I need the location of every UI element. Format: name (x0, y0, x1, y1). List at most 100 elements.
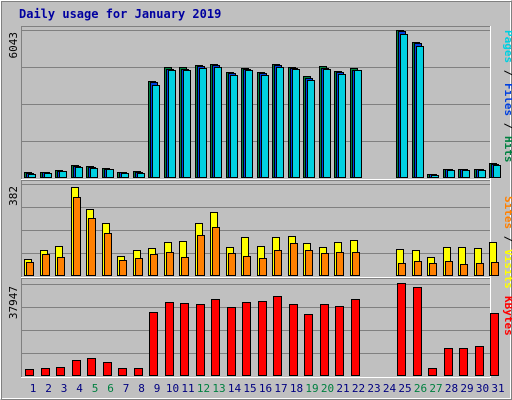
mid-bar-sites-day-2 (42, 254, 50, 276)
mid-bar-sites-day-1 (26, 262, 34, 276)
top-bar-pages-day-4 (75, 167, 83, 178)
bottom-bar-kbytes-day-19 (304, 314, 313, 376)
bottom-bar-kbytes-day-1 (25, 369, 34, 376)
bottom-legend-item-0: KBytes (502, 296, 512, 336)
x-tick-label-4: 4 (76, 382, 83, 395)
mid-bar-sites-day-18 (290, 243, 298, 276)
bottom-bar-kbytes-day-9 (149, 312, 158, 376)
x-tick-label-16: 16 (259, 382, 272, 395)
top-bar-pages-day-10 (168, 70, 176, 178)
bottom-bar-kbytes-day-2 (41, 368, 50, 376)
x-tick-label-29: 29 (460, 382, 473, 395)
top-bar-pages-day-1 (28, 174, 36, 178)
top-bar-pages-day-3 (59, 171, 67, 178)
bottom-plot-area (21, 278, 491, 378)
bottom-bar-kbytes-day-11 (180, 303, 189, 376)
mid-bar-sites-day-27 (429, 263, 437, 276)
bottom-bar-kbytes-day-6 (103, 362, 112, 376)
bottom-bar-kbytes-day-3 (56, 367, 65, 376)
mid-bar-sites-day-17 (274, 250, 282, 276)
top-bar-pages-day-11 (183, 70, 191, 178)
top-panel: 6043 Pages / Files / Hits (7, 26, 512, 180)
bottom-bar-kbytes-day-26 (413, 287, 422, 376)
bottom-bar-kbytes-day-7 (118, 368, 127, 376)
top-bar-pages-day-15 (245, 70, 253, 178)
x-tick-label-30: 30 (476, 382, 489, 395)
mid-legend-item-1: / (502, 229, 512, 249)
top-bar-pages-day-16 (261, 75, 269, 178)
mid-bar-sites-day-3 (57, 257, 65, 276)
bottom-bar-kbytes-day-28 (444, 348, 453, 376)
top-bar-pages-day-25 (400, 34, 408, 178)
top-bar-pages-day-2 (44, 173, 52, 178)
bottom-bar-kbytes-day-29 (459, 348, 468, 376)
mid-bar-sites-day-8 (135, 258, 143, 276)
mid-bar-sites-day-22 (352, 252, 360, 276)
top-bar-pages-day-29 (462, 170, 470, 178)
x-tick-label-18: 18 (290, 382, 303, 395)
mid-bar-sites-day-4 (73, 197, 81, 276)
chart-title: Daily usage for January 2019 (19, 7, 221, 21)
mid-bar-sites-day-15 (243, 256, 251, 276)
x-tick-label-13: 13 (212, 382, 225, 395)
x-tick-label-6: 6 (107, 382, 114, 395)
bottom-bar-kbytes-day-30 (475, 346, 484, 376)
bottom-bar-kbytes-day-16 (258, 301, 267, 376)
top-bar-pages-day-19 (307, 80, 315, 178)
mid-bar-sites-day-20 (321, 253, 329, 276)
bottom-bar-kbytes-day-27 (428, 368, 437, 376)
mid-legend-item-2: Visits (502, 249, 512, 289)
top-legend-item-1: / (502, 63, 512, 83)
x-tick-label-31: 31 (491, 382, 504, 395)
bottom-bar-kbytes-day-21 (335, 306, 344, 376)
x-tick-label-10: 10 (166, 382, 179, 395)
top-bar-pages-day-13 (214, 67, 222, 178)
mid-bar-sites-day-28 (445, 261, 453, 276)
top-bar-pages-day-30 (478, 170, 486, 178)
mid-bar-sites-day-6 (104, 233, 112, 276)
bottom-bar-kbytes-day-18 (289, 304, 298, 376)
x-tick-label-21: 21 (336, 382, 349, 395)
x-tick-label-8: 8 (138, 382, 145, 395)
top-bar-pages-day-31 (493, 165, 501, 178)
mid-legend: Sites / Visits (502, 196, 512, 289)
mid-panel: 382 Sites / Visits (7, 180, 512, 289)
top-bar-pages-day-8 (137, 173, 145, 178)
x-tick-label-17: 17 (274, 382, 287, 395)
bottom-bar-kbytes-day-22 (351, 299, 360, 376)
top-bar-pages-day-22 (354, 70, 362, 178)
mid-bar-sites-day-11 (181, 257, 189, 276)
x-tick-label-7: 7 (123, 382, 130, 395)
top-bar-pages-day-12 (199, 68, 207, 178)
top-bar-pages-day-6 (106, 169, 114, 178)
top-bar-pages-day-7 (121, 173, 129, 178)
top-legend-item-0: Pages (502, 30, 512, 63)
bottom-bar-kbytes-day-15 (242, 302, 251, 376)
top-bar-pages-day-27 (431, 175, 439, 178)
x-tick-label-14: 14 (228, 382, 242, 395)
top-ymax-label: 6043 (7, 32, 20, 59)
top-bar-pages-day-26 (416, 46, 424, 178)
bottom-bar-kbytes-day-13 (211, 299, 220, 376)
mid-bar-sites-day-30 (476, 263, 484, 276)
mid-bar-sites-day-9 (150, 254, 158, 276)
top-bar-pages-day-18 (292, 69, 300, 178)
top-legend-item-2: Files (502, 83, 512, 116)
bottom-bar-kbytes-day-20 (320, 304, 329, 376)
mid-bar-sites-day-25 (398, 263, 406, 276)
mid-bar-sites-day-29 (460, 264, 468, 276)
mid-bar-sites-day-26 (414, 261, 422, 276)
top-bar-pages-day-20 (323, 69, 331, 178)
top-legend-item-3: / (502, 116, 512, 136)
mid-bar-sites-day-5 (88, 218, 96, 276)
x-tick-label-27: 27 (429, 382, 442, 395)
top-bar-pages-day-9 (152, 85, 160, 178)
mid-bar-sites-day-13 (212, 227, 220, 276)
x-tick-label-20: 20 (321, 382, 334, 395)
top-bar-pages-day-28 (447, 170, 455, 178)
x-tick-label-9: 9 (154, 382, 161, 395)
bottom-bar-kbytes-day-14 (227, 307, 236, 376)
bottom-bar-kbytes-day-4 (72, 360, 81, 376)
mid-bar-sites-day-31 (491, 262, 499, 276)
